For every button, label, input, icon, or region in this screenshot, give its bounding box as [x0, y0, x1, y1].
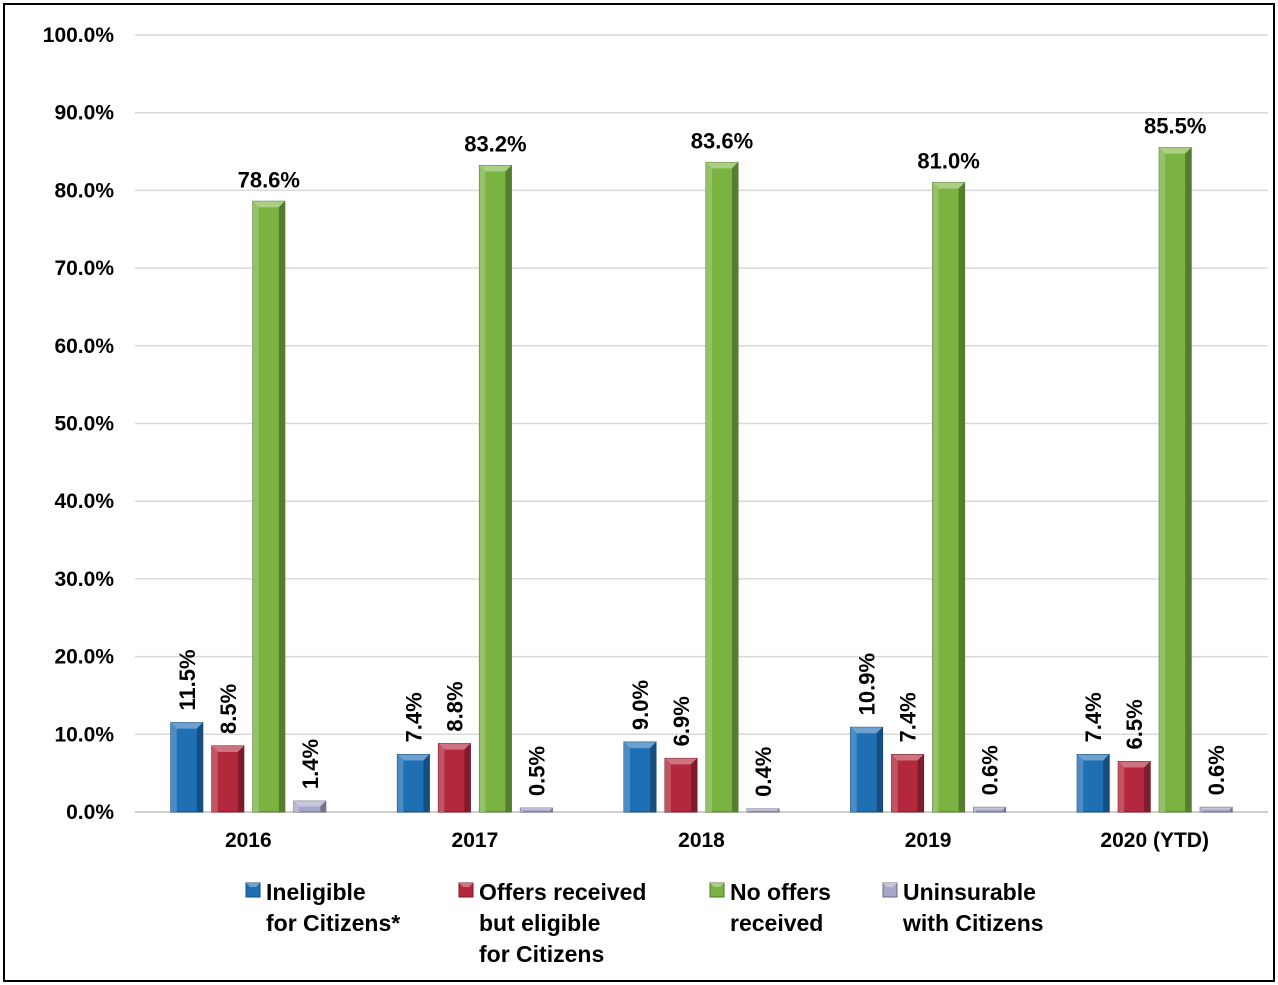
- bar: [211, 745, 245, 813]
- legend-entry: Offers received but eligible for Citizens: [458, 879, 646, 967]
- data-label: 0.4%: [751, 747, 776, 797]
- gridlines: [135, 34, 1268, 813]
- y-tick-label: 30.0%: [54, 568, 114, 591]
- bar: [850, 726, 884, 813]
- legend: Ineligible for Citizens* Offers received bu…: [245, 879, 1044, 967]
- y-axis-ticks: 0.0% 10.0% 20.0% 30.0% 40.0% 50.0% 60.0% 70.0% 8…: [43, 24, 115, 824]
- legend-label: for Citizens*: [266, 910, 400, 936]
- data-label: 9.0%: [628, 680, 653, 730]
- legend-entry: No offers received: [709, 879, 831, 936]
- data-label: 1.4%: [298, 739, 323, 789]
- bar: [1117, 760, 1151, 813]
- bar: [891, 754, 925, 813]
- x-tick-label: 2020 (YTD): [1100, 829, 1209, 852]
- x-tick-label: 2018: [678, 829, 725, 852]
- legend-label: but eligible: [479, 910, 600, 936]
- legend-label: for Citizens: [479, 941, 604, 967]
- bar: [746, 808, 780, 813]
- data-label: 78.6%: [238, 167, 300, 192]
- data-label: 7.4%: [1081, 692, 1106, 742]
- legend-entry: Ineligible for Citizens*: [245, 879, 400, 936]
- y-tick-label: 80.0%: [54, 179, 114, 202]
- data-labels: 11.5% 8.5% 78.6% 1.4% 7.4% 8.8% 83.2% 0.5% 9.0% 6…: [175, 114, 1229, 797]
- data-label: 81.0%: [917, 149, 979, 174]
- legend-entry: Uninsurable with Citizens: [882, 879, 1044, 936]
- legend-label: No offers: [730, 879, 831, 905]
- data-label: 6.5%: [1122, 699, 1147, 749]
- legend-label: received: [730, 910, 823, 936]
- x-tick-label: 2019: [905, 829, 952, 852]
- bar: [932, 182, 966, 813]
- y-tick-label: 20.0%: [54, 646, 114, 669]
- y-tick-label: 0.0%: [66, 801, 114, 824]
- data-label: 0.5%: [524, 746, 549, 796]
- legend-label: Ineligible: [266, 879, 366, 905]
- bar: [170, 722, 204, 813]
- bar: [1076, 754, 1110, 813]
- data-label: 83.6%: [691, 128, 753, 153]
- bar: [1158, 147, 1192, 813]
- bar: [664, 757, 698, 813]
- bar: [396, 754, 430, 813]
- y-tick-label: 70.0%: [54, 257, 114, 280]
- data-label: 83.2%: [464, 132, 526, 157]
- data-label: 11.5%: [175, 649, 200, 710]
- data-label: 0.6%: [1204, 745, 1229, 795]
- data-label: 0.6%: [978, 745, 1003, 795]
- y-tick-label: 90.0%: [54, 102, 114, 125]
- x-tick-label: 2016: [225, 829, 272, 852]
- bar: [623, 741, 657, 813]
- y-tick-label: 40.0%: [54, 490, 114, 513]
- bars: [170, 147, 1233, 813]
- y-tick-label: 50.0%: [54, 413, 114, 436]
- bar: [437, 743, 471, 813]
- data-label: 85.5%: [1144, 114, 1206, 139]
- data-label: 8.5%: [216, 684, 241, 734]
- legend-label: Uninsurable: [903, 879, 1036, 905]
- x-axis-ticks: 2016 2017 2018 2019 2020 (YTD): [225, 829, 1209, 852]
- data-label: 7.4%: [896, 692, 921, 742]
- bar: [478, 165, 512, 813]
- legend-label: with Citizens: [902, 910, 1044, 936]
- data-label: 6.9%: [669, 696, 694, 746]
- bar: [293, 800, 327, 813]
- bar: [973, 806, 1007, 813]
- chart-frame: [3, 3, 1275, 982]
- data-label: 10.9%: [855, 653, 880, 715]
- bar: [252, 200, 286, 813]
- y-tick-label: 10.0%: [54, 723, 114, 746]
- bar: [1199, 806, 1233, 813]
- data-label: 8.8%: [442, 681, 467, 731]
- y-tick-label: 60.0%: [54, 335, 114, 358]
- bar: [519, 807, 553, 813]
- data-label: 7.4%: [401, 692, 426, 742]
- bar: [705, 161, 739, 813]
- legend-label: Offers received: [479, 879, 646, 905]
- y-tick-label: 100.0%: [43, 24, 115, 47]
- x-tick-label: 2017: [452, 829, 499, 852]
